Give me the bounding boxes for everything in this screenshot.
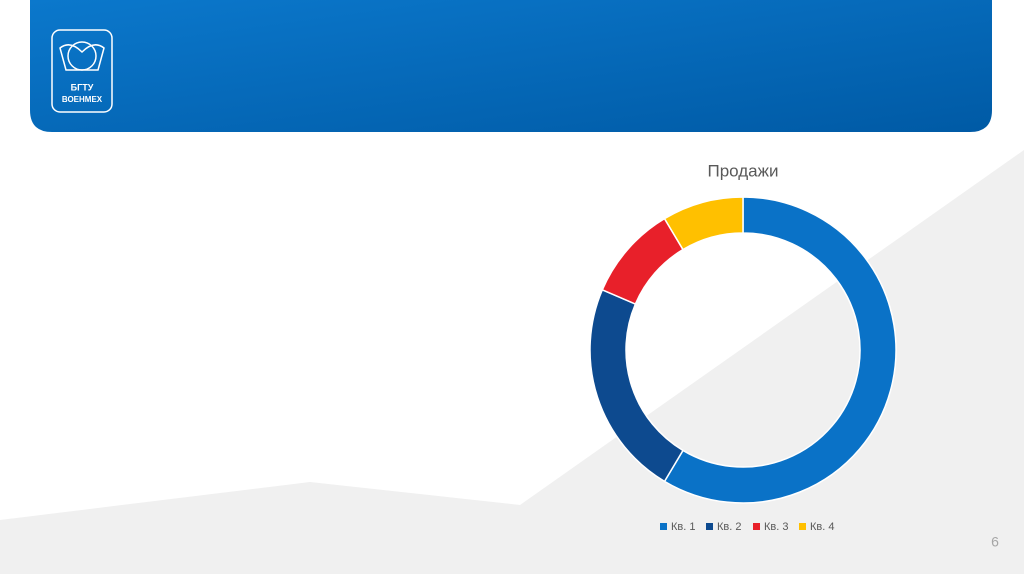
logo-frame — [51, 29, 113, 113]
legend-label: Кв. 4 — [810, 521, 834, 533]
legend-label: Кв. 1 — [671, 521, 695, 533]
logo-eagle — [59, 44, 105, 71]
logo-text: БГТУ — [71, 82, 94, 92]
logo — [51, 29, 113, 113]
legend-marker — [706, 523, 713, 530]
slide-number: 6 — [991, 534, 999, 550]
header-bar — [30, 0, 992, 132]
logo-text: ВОЕНМЕХ — [62, 95, 103, 104]
legend-marker — [660, 523, 667, 530]
donut-segment — [663, 196, 897, 504]
legend-label: Кв. 3 — [764, 521, 788, 533]
chart-title: Продажи — [708, 161, 779, 180]
legend-marker — [753, 523, 760, 530]
donut-segment — [663, 196, 744, 251]
legend-marker — [799, 523, 806, 530]
legend-label: Кв. 2 — [717, 521, 741, 533]
